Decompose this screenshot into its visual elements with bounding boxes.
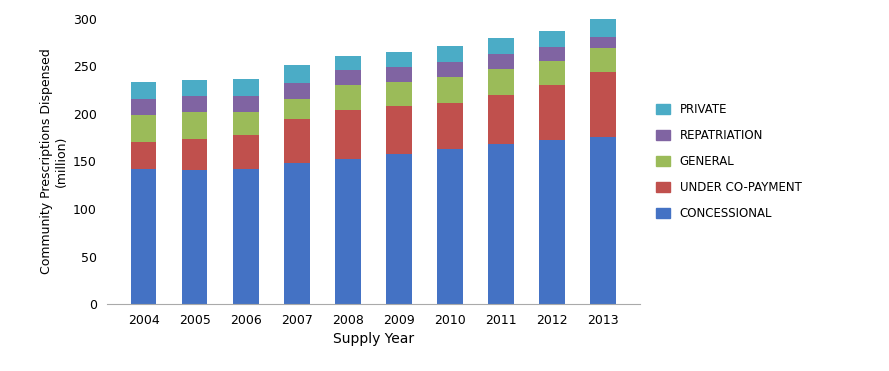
Bar <box>437 149 462 304</box>
Bar <box>386 106 412 154</box>
Bar <box>182 170 207 304</box>
Bar <box>540 47 565 61</box>
Bar <box>335 110 361 160</box>
Bar <box>182 112 207 138</box>
Bar <box>335 56 361 70</box>
Bar <box>590 37 616 48</box>
Bar <box>233 135 259 169</box>
Bar <box>284 65 309 83</box>
Bar <box>335 70 361 85</box>
Bar <box>488 144 514 304</box>
Bar <box>386 82 412 106</box>
Bar <box>437 46 462 62</box>
Bar <box>233 112 259 135</box>
Bar <box>284 99 309 119</box>
Bar <box>131 142 156 169</box>
Bar <box>284 83 309 99</box>
Bar <box>590 137 616 304</box>
Bar <box>488 54 514 69</box>
Bar <box>590 17 616 37</box>
Bar <box>182 96 207 112</box>
Y-axis label: Community Prescriptions Dispensed
(million): Community Prescriptions Dispensed (milli… <box>39 49 68 274</box>
Bar <box>540 31 565 47</box>
Bar <box>488 95 514 144</box>
Bar <box>590 48 616 72</box>
Bar <box>386 154 412 304</box>
Legend: PRIVATE, REPATRIATION, GENERAL, UNDER CO-PAYMENT, CONCESSIONAL: PRIVATE, REPATRIATION, GENERAL, UNDER CO… <box>652 98 806 224</box>
Bar <box>182 81 207 96</box>
Bar <box>437 103 462 149</box>
Bar <box>182 138 207 170</box>
Bar <box>386 67 412 82</box>
Bar <box>488 69 514 95</box>
Bar <box>284 163 309 304</box>
Bar <box>131 99 156 115</box>
Bar <box>233 169 259 304</box>
Bar <box>540 85 565 141</box>
Bar <box>131 115 156 142</box>
Bar <box>131 169 156 304</box>
Bar <box>233 96 259 112</box>
Bar <box>590 72 616 137</box>
Bar <box>233 79 259 96</box>
Bar <box>284 119 309 163</box>
Bar <box>335 160 361 304</box>
Bar <box>437 62 462 77</box>
Bar <box>335 85 361 110</box>
Bar <box>540 141 565 304</box>
X-axis label: Supply Year: Supply Year <box>332 332 414 347</box>
Bar <box>437 77 462 103</box>
Bar <box>540 61 565 85</box>
Bar <box>488 37 514 54</box>
Bar <box>131 82 156 99</box>
Bar <box>386 52 412 67</box>
